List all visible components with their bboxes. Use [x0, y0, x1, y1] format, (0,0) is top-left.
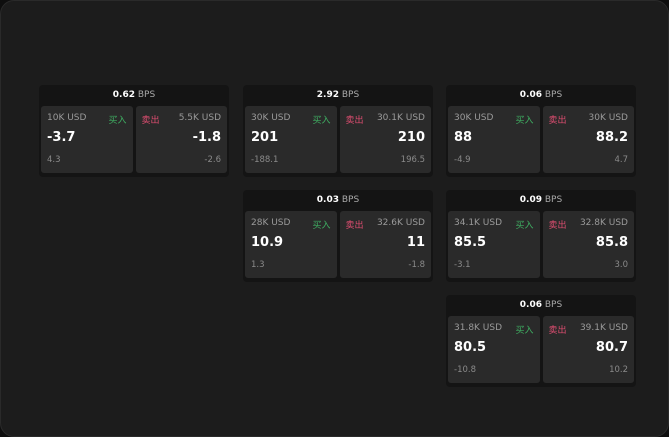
buy-panel[interactable]: 28K USD 买入 10.9 1.3 [245, 211, 337, 278]
buy-panel[interactable]: 30K USD 买入 201 -188.1 [245, 106, 337, 173]
sell-price: 11 [406, 235, 425, 250]
buy-price: 88 [454, 130, 473, 145]
buy-label: 买入 [312, 116, 331, 126]
quote-card: 2.92 BPS 30K USD 买入 201 -188.1 卖出 30.1K … [243, 85, 433, 177]
sell-change: -2.6 [204, 155, 221, 165]
buy-change: -188.1 [251, 155, 279, 165]
buy-price: 10.9 [251, 235, 284, 250]
sell-label: 卖出 [548, 326, 567, 336]
quote-card: 0.06 BPS 31.8K USD 买入 80.5 -10.8 卖出 39.1… [446, 295, 636, 387]
sell-label: 卖出 [345, 221, 364, 231]
sell-amount: 30.1K USD [376, 113, 425, 123]
buy-amount: 31.8K USD [454, 323, 503, 333]
spread-header: 0.03 BPS [243, 190, 433, 211]
buy-panel[interactable]: 31.8K USD 买入 80.5 -10.8 [448, 316, 540, 383]
quote-card: 0.62 BPS 10K USD 买入 -3.7 4.3 卖出 5.5K USD… [39, 85, 229, 177]
quote-card: 0.06 BPS 30K USD 买入 88 -4.9 卖出 30K USD 8… [446, 85, 636, 177]
sell-price: 85.8 [595, 235, 628, 250]
spread-header: 0.62 BPS [39, 85, 229, 106]
spread-value: 0.62 [112, 90, 135, 100]
spread-unit: BPS [341, 195, 360, 205]
quote-card: 0.09 BPS 34.1K USD 买入 85.5 -3.1 卖出 32.8K… [446, 190, 636, 282]
sell-price: 210 [397, 130, 425, 145]
buy-price: -3.7 [47, 130, 76, 145]
buy-panel[interactable]: 34.1K USD 买入 85.5 -3.1 [448, 211, 540, 278]
sell-change: -1.8 [408, 260, 425, 270]
spread-header: 2.92 BPS [243, 85, 433, 106]
buy-change: -10.8 [454, 365, 476, 375]
spread-header: 0.06 BPS [446, 85, 636, 106]
sell-change: 196.5 [400, 155, 425, 165]
buy-label: 买入 [108, 116, 127, 126]
sell-price: 80.7 [595, 340, 628, 355]
sell-amount: 5.5K USD [178, 113, 221, 123]
buy-label: 买入 [515, 116, 534, 126]
spread-header: 0.06 BPS [446, 295, 636, 316]
sell-change: 10.2 [609, 365, 628, 375]
sell-change: 4.7 [614, 155, 628, 165]
spread-unit: BPS [544, 300, 563, 310]
sell-panel[interactable]: 卖出 39.1K USD 80.7 10.2 [542, 316, 634, 383]
sell-amount: 32.8K USD [579, 218, 628, 228]
sell-panel[interactable]: 卖出 32.8K USD 85.8 3.0 [542, 211, 634, 278]
buy-label: 买入 [515, 326, 534, 336]
quote-card: 0.03 BPS 28K USD 买入 10.9 1.3 卖出 32.6K US… [243, 190, 433, 282]
buy-label: 买入 [312, 221, 331, 231]
spread-value: 2.92 [316, 90, 339, 100]
sell-panel[interactable]: 卖出 5.5K USD -1.8 -2.6 [135, 106, 227, 173]
spread-value: 0.09 [519, 195, 542, 205]
sell-label: 卖出 [345, 116, 364, 126]
buy-label: 买入 [515, 221, 534, 231]
buy-amount: 34.1K USD [454, 218, 503, 228]
sell-price: 88.2 [595, 130, 628, 145]
buy-amount: 30K USD [454, 113, 494, 123]
sell-panel[interactable]: 卖出 32.6K USD 11 -1.8 [339, 211, 431, 278]
buy-price: 201 [251, 130, 279, 145]
sell-panel[interactable]: 卖出 30.1K USD 210 196.5 [339, 106, 431, 173]
spread-unit: BPS [544, 90, 563, 100]
spread-unit: BPS [341, 90, 360, 100]
sell-amount: 39.1K USD [579, 323, 628, 333]
buy-price: 80.5 [454, 340, 487, 355]
sell-amount: 32.6K USD [376, 218, 425, 228]
buy-price: 85.5 [454, 235, 487, 250]
buy-amount: 28K USD [251, 218, 291, 228]
buy-change: -3.1 [454, 260, 471, 270]
spread-unit: BPS [544, 195, 563, 205]
sell-amount: 30K USD [588, 113, 628, 123]
buy-change: 4.3 [47, 155, 61, 165]
buy-change: -4.9 [454, 155, 471, 165]
buy-panel[interactable]: 10K USD 买入 -3.7 4.3 [41, 106, 133, 173]
sell-label: 卖出 [141, 116, 160, 126]
buy-amount: 30K USD [251, 113, 291, 123]
buy-change: 1.3 [251, 260, 265, 270]
spread-unit: BPS [137, 90, 156, 100]
buy-amount: 10K USD [47, 113, 87, 123]
sell-change: 3.0 [614, 260, 628, 270]
spread-header: 0.09 BPS [446, 190, 636, 211]
spread-value: 0.03 [316, 195, 339, 205]
buy-panel[interactable]: 30K USD 买入 88 -4.9 [448, 106, 540, 173]
sell-label: 卖出 [548, 116, 567, 126]
sell-label: 卖出 [548, 221, 567, 231]
sell-panel[interactable]: 卖出 30K USD 88.2 4.7 [542, 106, 634, 173]
spread-value: 0.06 [519, 300, 542, 310]
sell-price: -1.8 [192, 130, 221, 145]
spread-value: 0.06 [519, 90, 542, 100]
